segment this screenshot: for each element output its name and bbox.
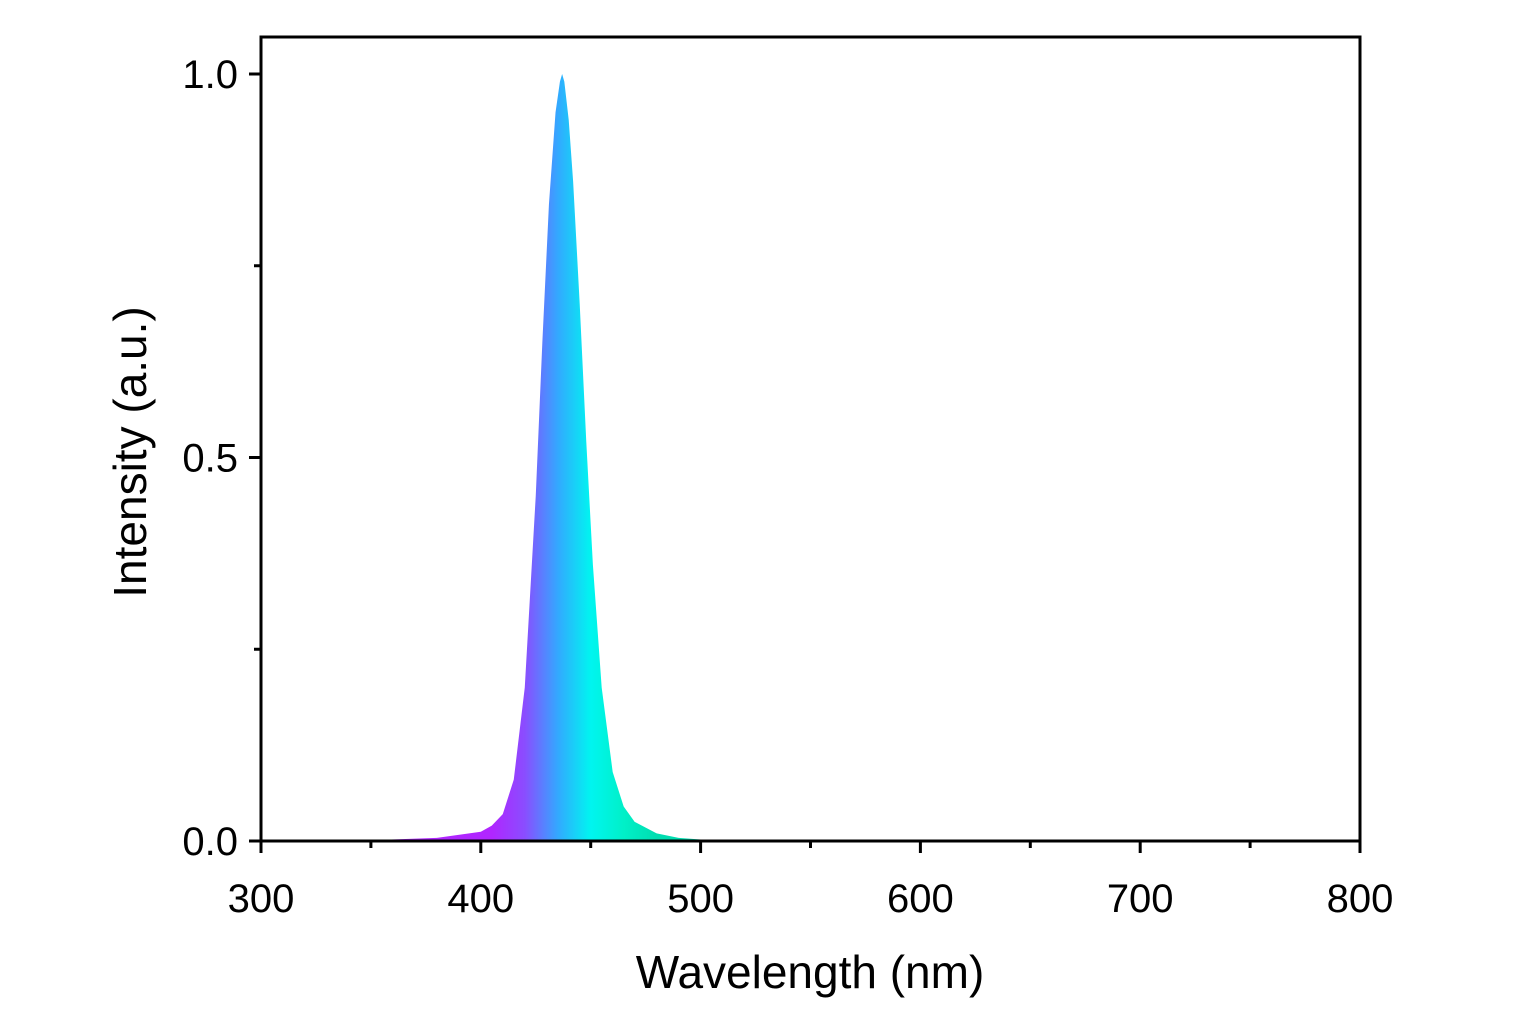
- x-tick-label: 500: [667, 877, 734, 921]
- y-tick-label: 0.0: [182, 820, 238, 864]
- y-tick-label: 0.5: [182, 437, 238, 481]
- x-tick-label: 800: [1327, 877, 1394, 921]
- y-axis-title: Intensity (a.u.): [104, 306, 156, 597]
- x-tick-label: 600: [887, 877, 954, 921]
- spectrum-area: [261, 74, 1360, 841]
- x-tick-label: 700: [1107, 877, 1174, 921]
- x-axis-title: Wavelength (nm): [636, 946, 985, 998]
- x-tick-label: 300: [228, 877, 295, 921]
- y-tick-label: 1.0: [182, 53, 238, 97]
- plot-frame: [259, 35, 1362, 843]
- x-tick-label: 400: [447, 877, 514, 921]
